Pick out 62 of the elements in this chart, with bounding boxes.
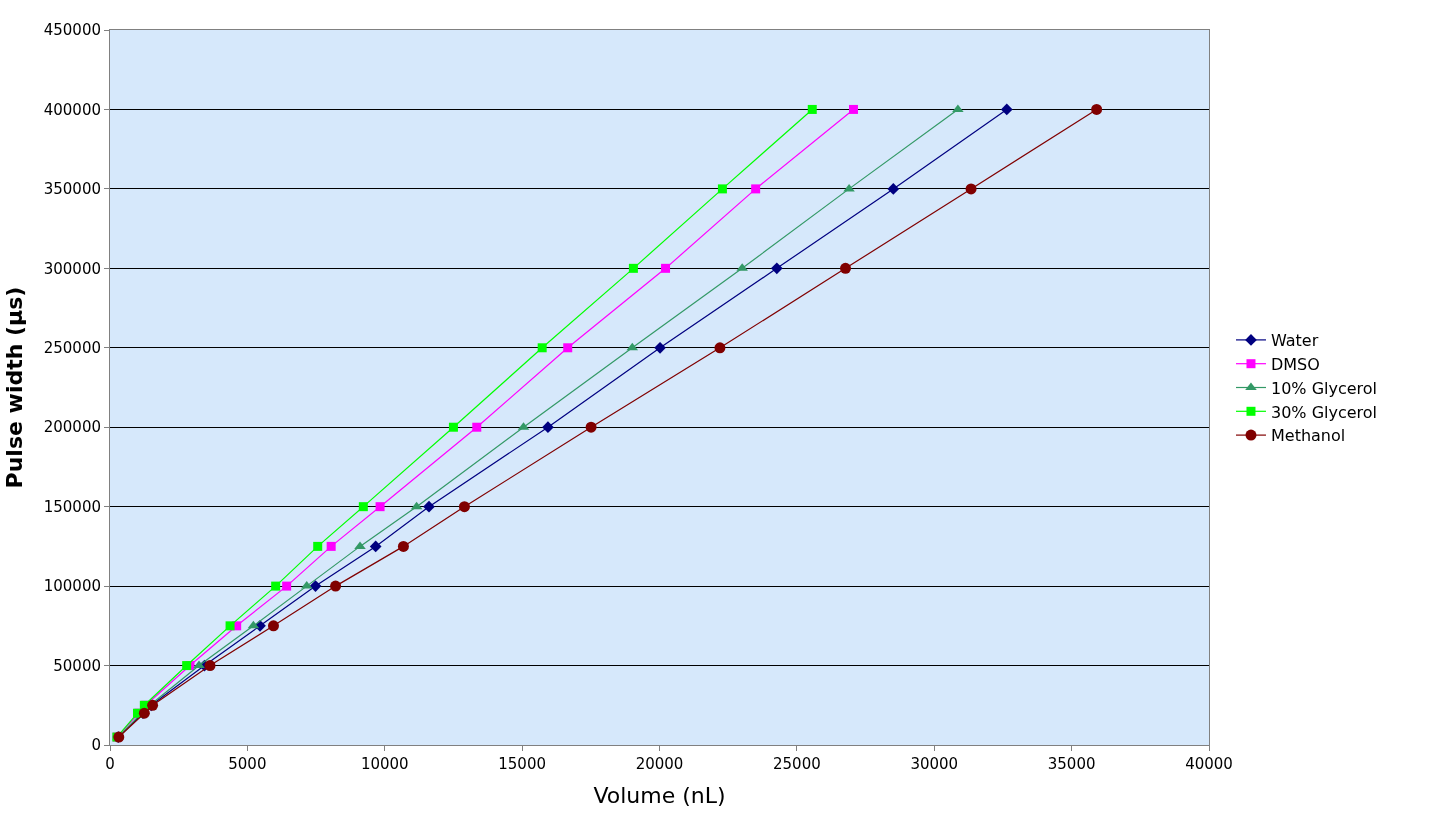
point: [330, 580, 342, 592]
point: [1091, 103, 1103, 115]
legend-label: 10% Glycerol: [1270, 378, 1378, 398]
point: [204, 660, 216, 672]
y-axis-title: Pulse width (µs): [1, 286, 27, 489]
point: [1000, 103, 1013, 116]
y-tick-label: 450000: [43, 21, 101, 40]
point: [313, 541, 323, 551]
y-tick-label: 50000: [53, 656, 101, 675]
legend-label: Water: [1270, 331, 1319, 351]
y-tick-label: 150000: [43, 497, 101, 516]
x-tick-label: 30000: [910, 755, 959, 773]
y-tick-label: 200000: [43, 418, 101, 437]
y-tick-label: 0: [91, 736, 101, 755]
point: [807, 104, 817, 114]
legend-label: 30% Glycerol: [1270, 402, 1378, 422]
point: [654, 341, 666, 354]
point: [397, 540, 409, 552]
point: [369, 540, 382, 553]
point: [770, 262, 783, 275]
point: [448, 422, 458, 432]
point: [628, 263, 638, 273]
point: [326, 541, 336, 551]
point: [751, 184, 761, 194]
point: [458, 501, 470, 513]
point: [309, 580, 322, 592]
point: [282, 581, 292, 591]
point: [887, 183, 900, 195]
point: [840, 262, 852, 274]
x-tick-label: 5000: [228, 755, 267, 773]
point: [225, 621, 235, 631]
point: [717, 184, 727, 194]
point: [423, 500, 435, 513]
x-axis-title: Volume (nL): [593, 782, 726, 808]
x-tick-label: 35000: [1047, 755, 1096, 773]
y-tick-label: 400000: [43, 100, 101, 119]
point: [848, 104, 858, 114]
point: [714, 342, 726, 354]
legend-label: Methanol: [1270, 426, 1346, 446]
legend-label: DMSO: [1270, 354, 1320, 374]
point: [661, 263, 671, 273]
point: [563, 343, 573, 353]
y-tick-label: 250000: [43, 339, 101, 358]
y-tick-label: 100000: [43, 577, 101, 596]
point: [542, 421, 554, 434]
point: [537, 343, 547, 353]
point: [193, 660, 205, 669]
x-tick-label: 10000: [360, 755, 409, 773]
x-tick-label: 40000: [1185, 755, 1233, 773]
x-tick-label: 25000: [773, 755, 821, 773]
y-tick-label: 350000: [43, 180, 101, 199]
point: [472, 422, 482, 432]
point: [965, 183, 977, 195]
x-tick-label: 0: [105, 755, 115, 773]
point: [358, 502, 368, 512]
point: [271, 581, 281, 591]
x-tick-label: 15000: [498, 755, 546, 773]
point: [375, 502, 385, 512]
y-tick-label: 300000: [43, 259, 101, 278]
x-tick-label: 20000: [635, 755, 684, 773]
point: [585, 421, 597, 433]
point: [267, 620, 279, 632]
